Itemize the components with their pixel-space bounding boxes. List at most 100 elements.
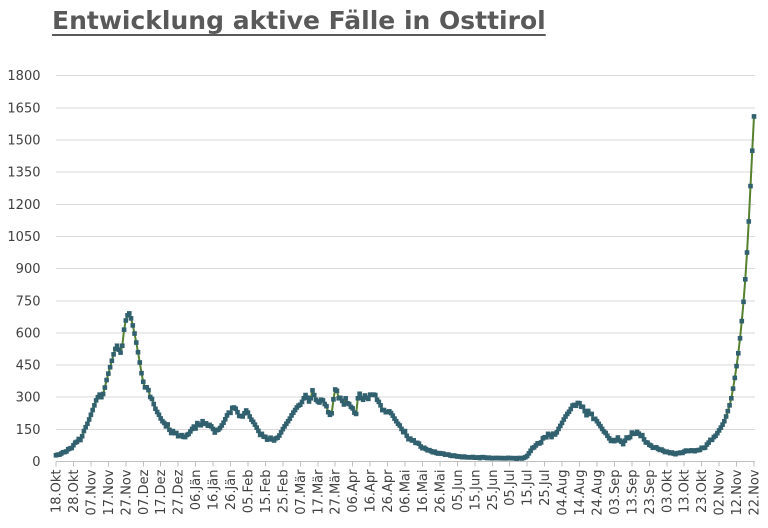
data-marker (729, 395, 734, 401)
data-marker (233, 406, 239, 412)
data-marker (730, 386, 736, 391)
x-tick-label: 18.Okt (50, 470, 65, 514)
data-marker (123, 318, 129, 323)
y-tick-label: 1350 (7, 166, 40, 181)
x-tick-label: 16.Apr (364, 469, 379, 513)
data-marker (584, 412, 589, 418)
data-marker (133, 340, 139, 345)
x-tick-label: 06.Jän (189, 470, 204, 511)
x-tick-label: 15.Jul (521, 470, 536, 506)
data-marker (722, 418, 727, 424)
data-marker (702, 445, 708, 450)
data-marker (317, 400, 322, 405)
data-marker (85, 421, 90, 427)
data-marker (573, 403, 579, 409)
y-tick-label: 1050 (7, 230, 40, 245)
data-marker (224, 413, 230, 418)
data-marker (306, 399, 312, 404)
data-marker (404, 433, 410, 439)
data-marker (97, 392, 102, 397)
data-marker (338, 395, 343, 401)
data-marker (78, 437, 83, 443)
data-marker (746, 219, 752, 224)
data-marker (280, 426, 286, 432)
data-marker (71, 442, 76, 448)
data-marker (219, 423, 225, 428)
data-marker (252, 422, 258, 427)
data-marker (165, 422, 170, 427)
data-marker (100, 391, 106, 397)
x-tick-label: 27.Nov (119, 469, 134, 515)
data-marker (324, 403, 329, 409)
data-marker (93, 398, 99, 403)
data-marker (250, 419, 256, 425)
data-marker (188, 429, 193, 434)
data-marker (549, 434, 554, 440)
data-marker (582, 408, 588, 414)
data-marker (149, 396, 155, 402)
data-marker (526, 451, 532, 456)
y-tick-label: 300 (16, 391, 41, 406)
data-marker (734, 363, 739, 369)
x-tick-label: 05.Jul (503, 470, 518, 506)
x-tick-label: 06.Mai (399, 470, 414, 513)
data-marker (158, 416, 163, 421)
data-marker (79, 433, 85, 439)
data-marker (620, 441, 626, 447)
data-marker (277, 433, 282, 438)
data-marker (558, 423, 563, 429)
data-marker (107, 364, 113, 370)
x-tick-label: 03.Okt (660, 470, 675, 514)
data-marker (161, 420, 167, 426)
data-marker (128, 316, 134, 321)
data-marker (102, 385, 108, 390)
data-marker (556, 426, 561, 432)
data-marker (90, 407, 95, 413)
data-marker (589, 411, 595, 417)
data-marker (402, 428, 408, 434)
data-marker (334, 388, 340, 394)
data-marker (299, 399, 305, 405)
data-marker (596, 421, 601, 427)
x-tick-label: 03.Sep (608, 470, 623, 515)
data-marker (390, 413, 396, 418)
data-marker (603, 430, 608, 436)
data-marker (640, 432, 645, 438)
data-marker (254, 425, 259, 430)
data-marker (120, 343, 125, 349)
x-tick-label: 05.Jun (451, 470, 466, 511)
data-marker (99, 394, 104, 400)
data-marker (744, 250, 750, 255)
data-marker (285, 418, 291, 424)
data-marker (331, 397, 336, 402)
data-marker (292, 407, 298, 413)
data-marker (528, 448, 533, 454)
data-marker (118, 350, 123, 355)
data-marker (135, 349, 141, 355)
data-marker (282, 424, 287, 429)
data-marker (116, 347, 122, 352)
x-tick-label: 25.Jul (538, 470, 553, 506)
x-tick-label: 27.Dez (172, 469, 187, 515)
y-tick-label: 600 (16, 326, 41, 341)
data-marker (341, 402, 347, 407)
data-marker (289, 413, 294, 418)
x-tick-label: 16.Jän (207, 470, 222, 511)
data-line (55, 116, 755, 460)
data-marker (284, 421, 289, 427)
data-marker (627, 434, 633, 440)
data-marker (104, 377, 109, 383)
data-marker (167, 427, 172, 433)
data-marker (291, 410, 296, 415)
data-marker (303, 392, 308, 398)
data-marker (245, 410, 251, 415)
data-marker (308, 395, 314, 401)
data-marker (95, 394, 101, 400)
data-marker (749, 148, 755, 154)
data-marker (86, 417, 92, 422)
data-marker (151, 401, 157, 407)
data-marker (615, 435, 621, 440)
x-tick-label: 16.Mai (416, 470, 431, 513)
